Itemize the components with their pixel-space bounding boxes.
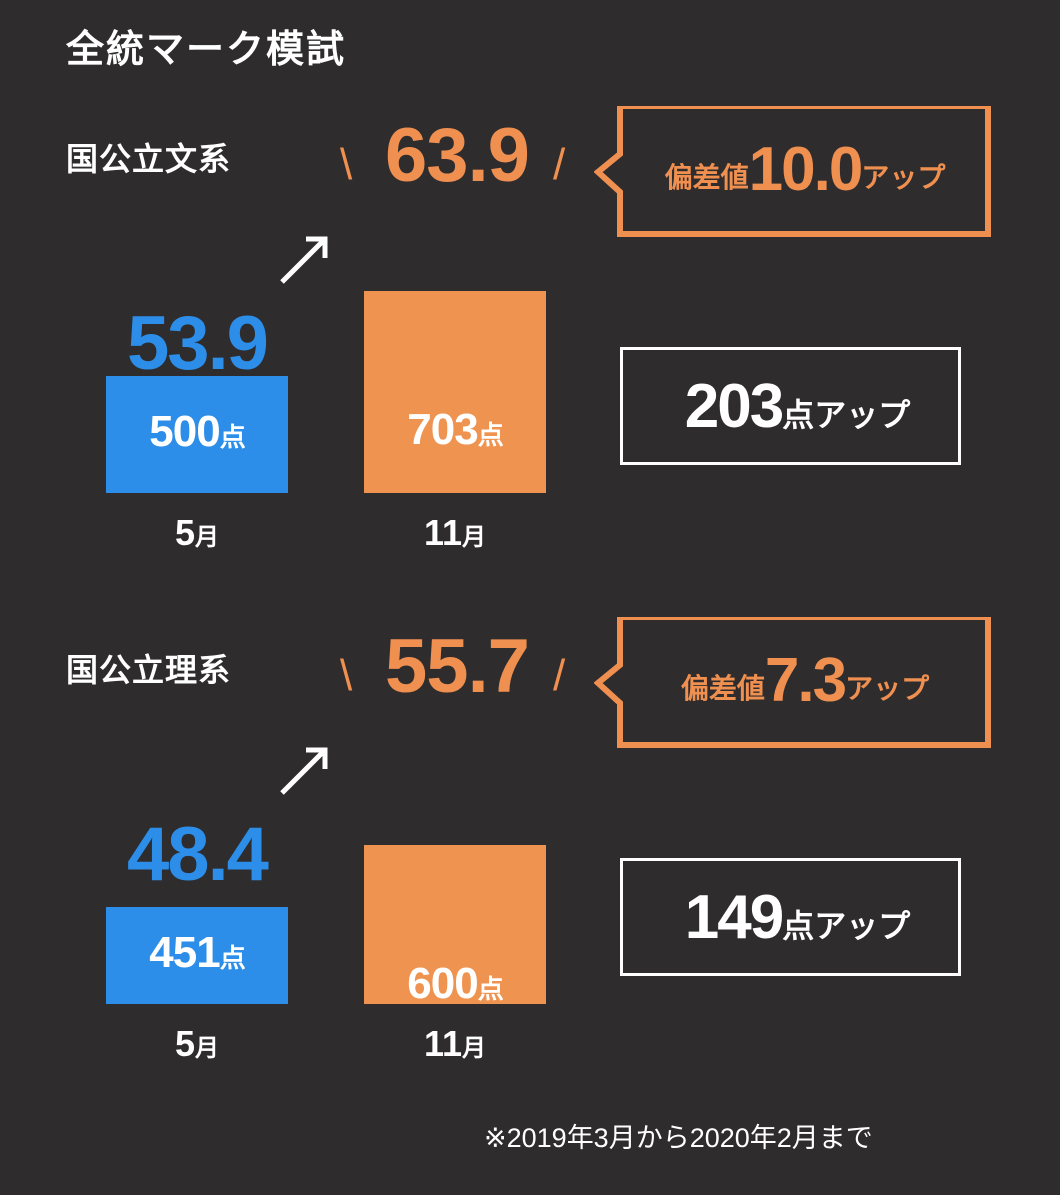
points-unit: 点 xyxy=(219,421,246,452)
points-increase-box: 203 点 アップ xyxy=(620,347,961,465)
chart-section-humanities: 国公立文系 \ 63.9 / 53.9 500点 703点 5月 11月 偏差値… xyxy=(0,0,1060,553)
points-value: 500 xyxy=(149,406,220,456)
deviation-increase-callout: 偏差値 7.3 アップ xyxy=(620,615,990,745)
month-text: 11 xyxy=(423,1023,463,1064)
bar-before: 500点 xyxy=(106,376,288,493)
increase-arrow-icon xyxy=(280,747,328,795)
increase-suffix: アップ xyxy=(814,397,911,433)
increase-suffix: アップ xyxy=(814,908,911,944)
section-title: 国公立文系 xyxy=(66,141,232,177)
points-increase-value: 149 xyxy=(684,882,784,952)
points-unit: 点 xyxy=(477,420,504,451)
page-title: 全統マーク模試 xyxy=(66,29,347,71)
slash-left-mark: \ xyxy=(340,651,353,700)
bar-after: 703点 xyxy=(364,291,546,493)
month-label-may: 5月 xyxy=(106,1023,288,1065)
deviation-increase-value: 7.3 xyxy=(764,645,847,715)
points-value: 600 xyxy=(407,959,478,1009)
slash-right-mark: / xyxy=(553,140,566,189)
points-unit: 点 xyxy=(782,397,815,433)
points-increase-value: 203 xyxy=(684,371,784,441)
month-text: 11 xyxy=(423,512,463,553)
footnote: ※2019年3月から2020年2月まで xyxy=(484,1123,873,1153)
deviation-increase-value: 10.0 xyxy=(748,134,864,204)
month-text: 5 xyxy=(174,512,196,553)
bar-after: 600点 xyxy=(364,845,546,1008)
month-label-may: 5月 xyxy=(106,512,288,554)
month-text: 5 xyxy=(174,1023,196,1064)
points-value: 703 xyxy=(407,405,478,455)
section-title: 国公立理系 xyxy=(66,652,232,688)
chart-section-sciences: 国公立理系 \ 55.7 / 48.4 451点 600点 5月 11月 偏差値… xyxy=(0,511,1060,1064)
deviation-increase-callout: 偏差値 10.0 アップ xyxy=(620,104,990,234)
bar-after-label: 600点 xyxy=(364,959,546,1009)
points-increase-box: 149 点 アップ xyxy=(620,858,961,976)
bar-before: 451点 xyxy=(106,907,288,1004)
month-unit: 月 xyxy=(195,1035,220,1062)
bar-before-label: 500点 xyxy=(106,407,288,457)
deviation-before-value: 48.4 xyxy=(127,812,269,897)
callout-frame xyxy=(594,106,991,237)
points-value: 451 xyxy=(149,927,220,977)
deviation-after-value: 55.7 xyxy=(385,624,530,709)
bar-after-label: 703点 xyxy=(364,405,546,455)
points-unit: 点 xyxy=(782,908,815,944)
deviation-after-value: 63.9 xyxy=(385,113,530,198)
month-unit: 月 xyxy=(462,524,487,551)
month-label-nov: 11月 xyxy=(364,1023,546,1065)
slash-left-mark: \ xyxy=(340,140,353,189)
increase-suffix: アップ xyxy=(845,673,930,704)
increase-arrow-icon xyxy=(280,236,328,284)
points-unit: 点 xyxy=(477,974,504,1005)
month-unit: 月 xyxy=(462,1035,487,1062)
month-unit: 月 xyxy=(195,524,220,551)
callout-frame xyxy=(594,617,991,748)
deviation-before-value: 53.9 xyxy=(127,301,269,386)
deviation-label: 偏差値 xyxy=(664,162,749,193)
points-unit: 点 xyxy=(219,942,246,973)
month-label-nov: 11月 xyxy=(364,512,546,554)
bar-before-label: 451点 xyxy=(106,928,288,978)
slash-right-mark: / xyxy=(553,651,566,700)
increase-suffix: アップ xyxy=(861,162,946,193)
deviation-label: 偏差値 xyxy=(680,673,765,704)
